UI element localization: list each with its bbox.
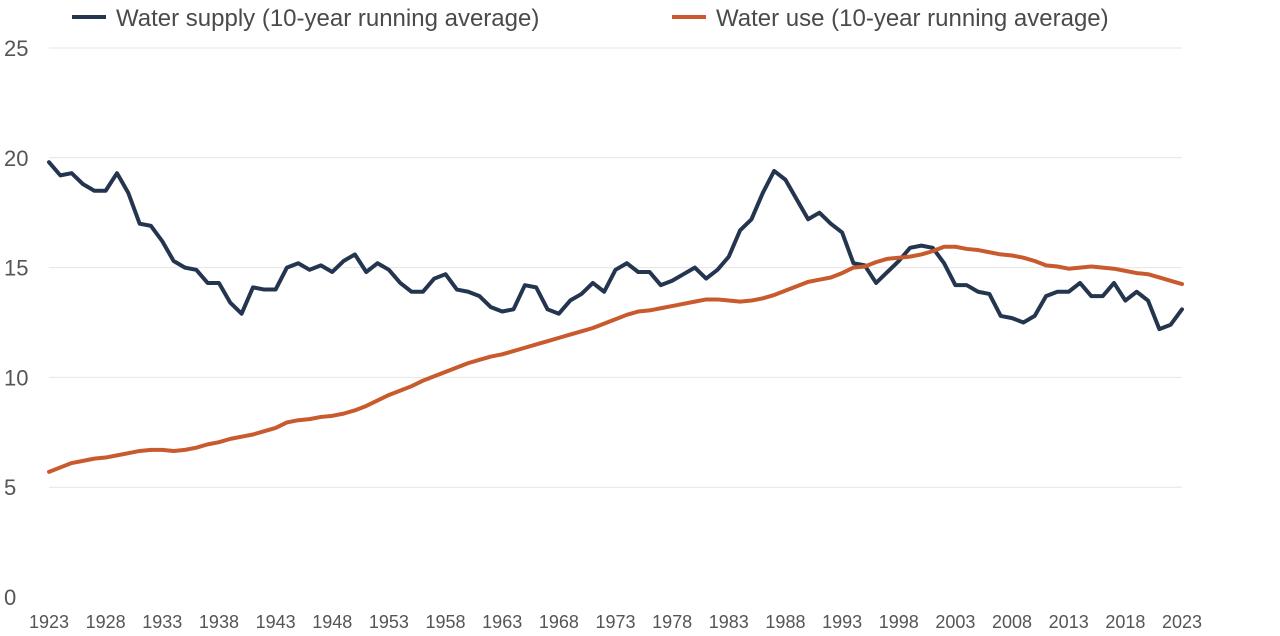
x-tick-label: 1938	[199, 612, 239, 632]
x-tick-label: 1963	[482, 612, 522, 632]
x-tick-label: 1943	[256, 612, 296, 632]
x-tick-label: 1953	[369, 612, 409, 632]
x-tick-label: 1973	[595, 612, 635, 632]
series-line-water-supply	[47, 160, 1184, 332]
x-tick-label: 1968	[539, 612, 579, 632]
y-tick-label: 25	[4, 36, 28, 61]
x-tick-label: 1983	[709, 612, 749, 632]
x-tick-label: 2023	[1162, 612, 1202, 632]
y-tick-label: 20	[4, 146, 28, 171]
y-tick-label: 10	[4, 365, 28, 390]
y-tick-label: 5	[4, 475, 16, 500]
y-axis-ticks: 0 5 10 15 20 25	[4, 36, 28, 610]
x-axis-ticks: 1923 1928 1933 1938 1943 1948 1953 1958 1963 1968…	[29, 612, 1202, 632]
x-tick-label: 1928	[86, 612, 126, 632]
x-tick-label: 2008	[992, 612, 1032, 632]
x-tick-label: 1948	[312, 612, 352, 632]
x-tick-label: 1998	[879, 612, 919, 632]
x-tick-label: 1958	[426, 612, 466, 632]
legend: Water supply (10-year running average) Wa…	[72, 5, 1109, 32]
x-tick-label: 2013	[1049, 612, 1089, 632]
legend-label: Water use (10-year running average)	[716, 5, 1109, 32]
x-tick-label: 1978	[652, 612, 692, 632]
series-lines	[47, 160, 1184, 474]
x-tick-label: 1923	[29, 612, 69, 632]
x-tick-label: 1993	[822, 612, 862, 632]
x-tick-label: 2003	[935, 612, 975, 632]
x-tick-label: 2018	[1105, 612, 1145, 632]
series-line-water-use	[47, 244, 1184, 474]
x-tick-label: 1933	[142, 612, 182, 632]
y-tick-label: 15	[4, 256, 28, 281]
x-tick-label: 1988	[765, 612, 805, 632]
y-tick-label: 0	[4, 585, 16, 610]
legend-label: Water supply (10-year running average)	[116, 5, 539, 32]
